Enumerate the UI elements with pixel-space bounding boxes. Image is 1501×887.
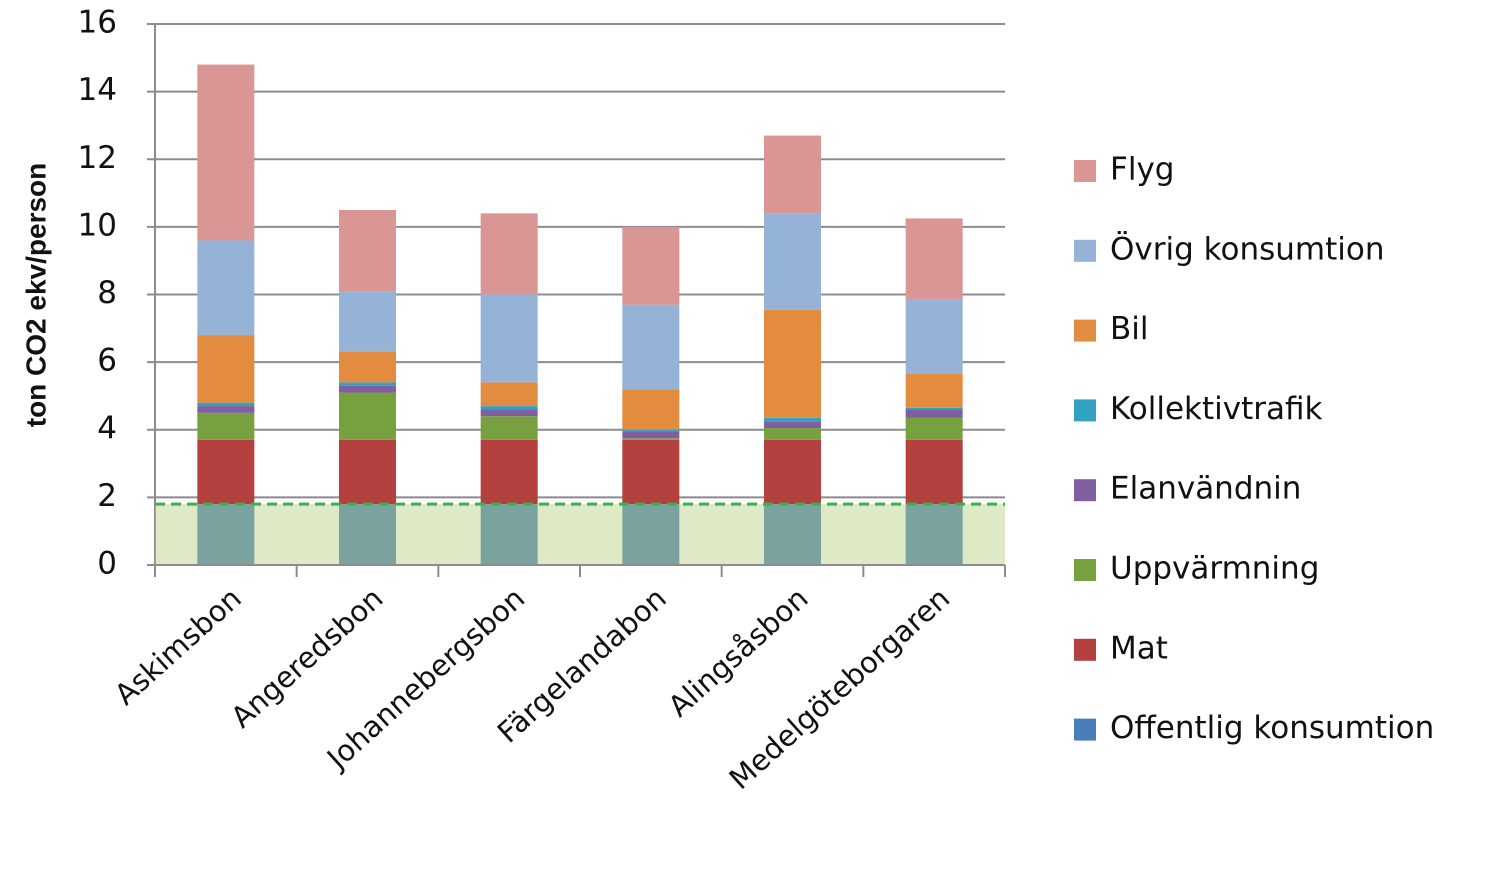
bar-segment — [905, 373, 963, 408]
y-axis-label: ton CO2 ekv/person — [20, 163, 51, 428]
bar-segment — [197, 240, 255, 336]
legend-label: Kollektivtrafik — [1110, 391, 1323, 427]
legend-label: Bil — [1110, 311, 1149, 347]
bar-segment — [339, 209, 396, 292]
y-tick-label: 4 — [97, 410, 117, 446]
bar-segment — [339, 439, 396, 505]
bar-segment — [622, 431, 680, 439]
y-tick-label: 0 — [97, 546, 117, 582]
legend-swatch — [1074, 160, 1096, 182]
y-tick-label: 16 — [78, 5, 117, 41]
legend-swatch — [1074, 319, 1096, 342]
bar-segment — [339, 504, 396, 565]
legend-label: Elanvändnin — [1110, 471, 1301, 507]
bar-segment — [480, 439, 538, 505]
bar-segment — [622, 504, 680, 565]
y-tick-label: 6 — [97, 343, 117, 379]
legend-swatch — [1074, 399, 1096, 422]
bar-segment — [480, 409, 538, 417]
bar-segment — [197, 406, 255, 413]
bar-segment — [480, 406, 538, 410]
bar-segment — [905, 417, 963, 440]
bar-segment — [764, 213, 821, 310]
bar-segment — [339, 291, 396, 352]
bar-segment — [905, 504, 963, 565]
y-tick-label: 12 — [78, 140, 117, 176]
bar-segment — [905, 218, 963, 300]
bar-segment — [197, 402, 255, 407]
bar-segment — [622, 438, 680, 440]
bar-segment — [622, 226, 680, 305]
legend-label: Offentlig konsumtion — [1110, 710, 1434, 746]
y-tick-label: 10 — [78, 207, 117, 243]
legend-label: Mat — [1110, 630, 1168, 666]
bar-segment — [480, 382, 538, 407]
bar-segment — [339, 385, 396, 393]
bar-segment — [764, 428, 821, 440]
bar-segment — [622, 389, 680, 430]
legend-label: Uppvärmning — [1110, 551, 1319, 587]
bar-segment — [197, 412, 255, 440]
bar-segment — [764, 504, 821, 565]
legend-label: Övrig konsumtion — [1110, 230, 1384, 267]
bar-segment — [622, 439, 680, 505]
bar-segment — [905, 407, 963, 410]
bar-segment — [905, 439, 963, 505]
bar-segment — [197, 439, 255, 505]
bar-segment — [480, 294, 538, 383]
legend-swatch — [1074, 718, 1096, 741]
bar-segment — [197, 504, 255, 565]
bar-segment — [764, 417, 821, 422]
bar-segment — [905, 299, 963, 374]
x-tick-label: Askimsbon — [108, 581, 248, 712]
bar-segment — [339, 392, 396, 440]
y-tick-label: 8 — [97, 275, 117, 311]
x-tick-label: Alingsåsbon — [662, 581, 815, 724]
bar-segment — [480, 504, 538, 565]
bar-segment — [905, 409, 963, 418]
legend-swatch — [1074, 638, 1096, 661]
bar-segment — [764, 309, 821, 418]
bar-segment — [197, 64, 255, 241]
bar-segment — [480, 416, 538, 440]
bar-segment — [764, 421, 821, 429]
bar-segment — [622, 429, 680, 432]
bar-segment — [339, 351, 396, 383]
reference-band — [155, 504, 1005, 565]
bar-segment — [764, 135, 821, 214]
legend-swatch — [1074, 559, 1096, 581]
bar-segment — [339, 382, 396, 386]
legend-label: Flyg — [1110, 152, 1174, 188]
y-tick-label: 2 — [97, 478, 117, 514]
legend-swatch — [1074, 479, 1096, 502]
y-tick-label: 14 — [78, 72, 117, 108]
bar-segment — [197, 335, 255, 403]
legend-swatch — [1074, 239, 1096, 262]
bar-segment — [764, 439, 821, 505]
bar-segment — [480, 213, 538, 295]
bar-segment — [622, 304, 680, 390]
